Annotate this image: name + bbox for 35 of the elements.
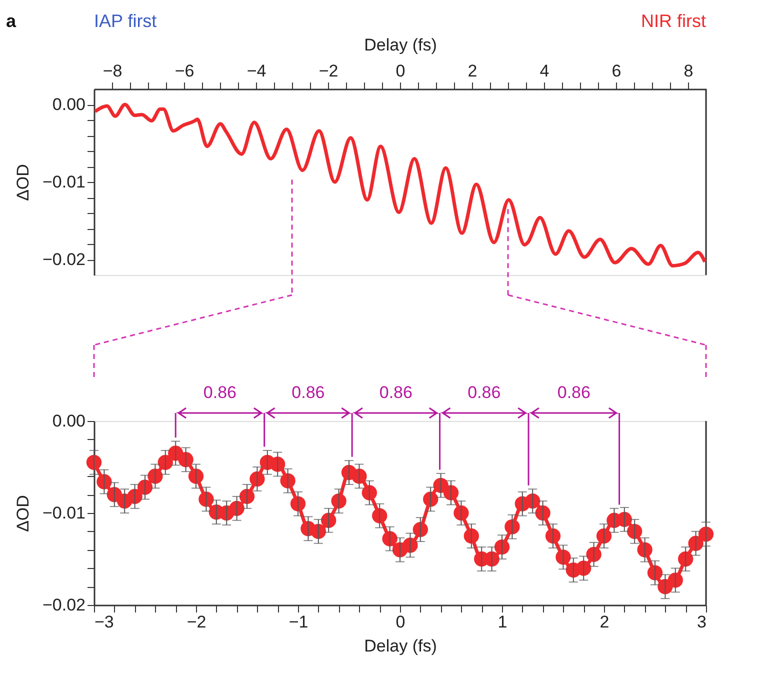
text: a — [6, 11, 17, 31]
text: 0.86 — [292, 383, 325, 402]
x-tick-label: 2 — [468, 62, 478, 80]
x-axis-title: Delay (fs) — [364, 36, 437, 54]
x-tick-label: −4 — [246, 62, 266, 80]
text: NIR first — [641, 11, 706, 31]
x-axis-title: Delay (fs) — [364, 636, 437, 656]
y-tick-label: 0.00 — [52, 412, 86, 430]
y-tick-label: −0.01 — [42, 504, 86, 522]
x-tick-label: −2 — [186, 612, 206, 632]
y-tick-label: 0.00 — [52, 95, 86, 114]
x-tick-label: 3 — [697, 612, 706, 632]
x-tick-label: −6 — [174, 62, 194, 80]
text: 0.86 — [379, 383, 412, 402]
x-tick-label: 4 — [540, 62, 550, 80]
x-tick-label: −1 — [288, 612, 308, 632]
text: IAP first — [94, 11, 157, 31]
y-tick-label: −0.02 — [42, 596, 86, 614]
y-tick-label: −0.01 — [42, 172, 86, 192]
y-tick-label: −0.02 — [42, 250, 86, 269]
x-tick-label: −8 — [102, 62, 122, 80]
x-tick-label: −2 — [318, 62, 338, 80]
text: 0.86 — [203, 383, 237, 402]
x-tick-label: 0 — [396, 612, 406, 632]
x-tick-label: 1 — [498, 612, 508, 632]
y-axis-title: ΔOD — [13, 495, 32, 532]
y-axis-title: ΔOD — [13, 164, 32, 201]
x-tick-label: 6 — [612, 62, 622, 80]
text: 0.86 — [557, 383, 590, 402]
x-tick-label: 2 — [600, 612, 610, 632]
x-tick-label: 8 — [684, 62, 694, 80]
text: 0.86 — [468, 383, 501, 402]
x-tick-label: 0 — [396, 62, 406, 80]
line-series — [93, 102, 707, 268]
x-tick-label: −3 — [94, 612, 114, 632]
